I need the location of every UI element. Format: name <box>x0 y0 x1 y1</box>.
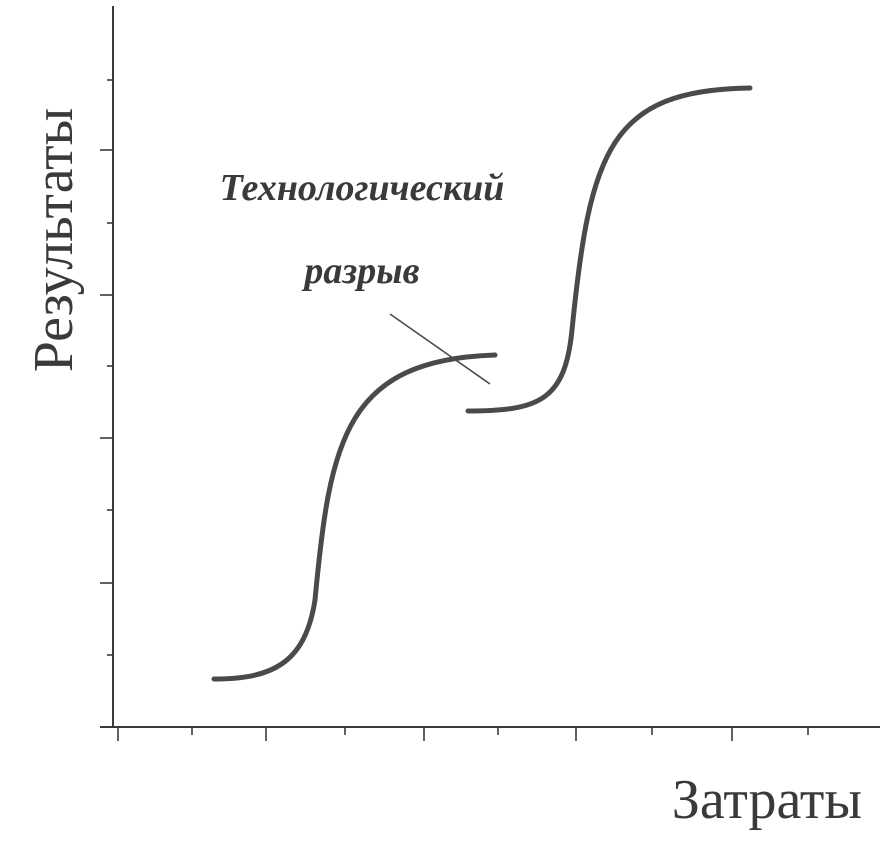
x-axis-title: Затраты <box>672 769 862 831</box>
y-axis-ticks <box>100 79 113 656</box>
annotation-pointer <box>389 313 491 385</box>
s-curve-1 <box>211 352 498 682</box>
x-axis-ticks <box>117 727 809 741</box>
y-axis-title: Результаты <box>23 108 85 372</box>
annotation-line-2: разрыв <box>301 250 419 292</box>
s-curve-2 <box>465 85 753 414</box>
annotation-line-1: Технологический <box>220 167 505 209</box>
